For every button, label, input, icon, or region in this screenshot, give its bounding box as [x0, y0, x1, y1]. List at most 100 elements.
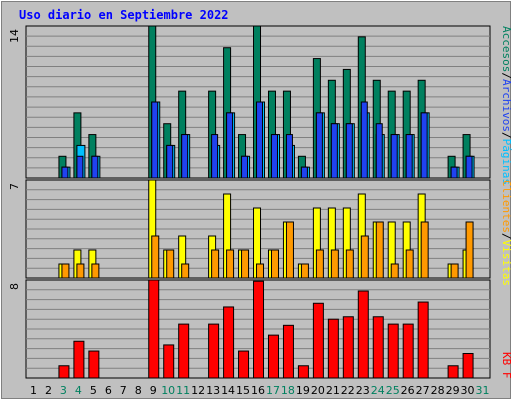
bar-pginas-day-20	[315, 112, 323, 179]
bar-clientes-day-17	[270, 249, 279, 279]
bar-kbf-day-16	[253, 280, 265, 379]
bar-kbf-day-24	[372, 316, 384, 379]
bar-kbf-day-27	[417, 301, 429, 379]
bar-pginas-day-29	[450, 166, 458, 179]
x-tick-label: 18	[281, 384, 295, 397]
bar-kbf-day-22	[342, 316, 354, 379]
bar-kbf-day-18	[282, 324, 294, 379]
bar-clientes-day-21	[330, 249, 339, 279]
bar-clientes-day-30	[465, 221, 474, 279]
bar-kbf-day-11	[178, 323, 190, 379]
bar-clientes-day-20	[315, 249, 324, 279]
legend-entry: KB F	[500, 352, 512, 379]
bar-pginas-day-24	[375, 123, 383, 179]
panel-hits: 14	[8, 25, 491, 179]
bar-kbf-day-14	[223, 306, 235, 379]
bar-pginas-day-19	[300, 166, 308, 179]
bar-clientes-day-25	[390, 263, 399, 279]
y-max-label: 8	[8, 283, 21, 290]
legend-entry: /	[500, 132, 512, 139]
x-tick-label: 20	[311, 384, 325, 397]
bar-kbf-day-26	[402, 323, 414, 379]
x-tick-label: 8	[135, 384, 142, 397]
x-tick-label: 25	[386, 384, 400, 397]
legend-entry: Clientes	[500, 180, 512, 233]
x-tick-label: 5	[90, 384, 97, 397]
bar-pginas-day-27	[420, 112, 428, 179]
bar-clientes-day-29	[450, 263, 459, 279]
legend-entry: Visitas	[500, 240, 512, 286]
chart-title: Uso diario en Septiembre 2022	[19, 8, 229, 22]
bar-pginas-day-16	[256, 101, 264, 179]
legend-entry: /	[500, 233, 512, 240]
x-tick-label: 31	[476, 384, 490, 397]
bar-kbf-day-29	[447, 365, 459, 379]
x-tick-label: 17	[266, 384, 280, 397]
x-tick-label: 3	[60, 384, 67, 397]
bar-pginas-day-5	[91, 155, 99, 179]
bar-clientes-day-16	[256, 263, 265, 279]
bar-clientes-day-24	[375, 221, 384, 279]
x-tick-label: 6	[105, 384, 112, 397]
bar-pginas-day-21	[330, 123, 338, 179]
bar-kbf-day-21	[327, 318, 339, 379]
x-tick-label: 2	[45, 384, 52, 397]
x-tick-label: 26	[401, 384, 415, 397]
bar-pginas-day-22	[345, 123, 353, 179]
y-max-label: 14	[8, 29, 21, 43]
bar-pginas-day-23	[360, 101, 368, 179]
bar-pginas-day-13	[211, 134, 219, 179]
x-tick-label: 13	[206, 384, 220, 397]
bar-kbf-day-25	[387, 323, 399, 379]
bar-pginas-day-14	[226, 112, 234, 179]
bar-clientes-day-18	[285, 221, 294, 279]
x-tick-label: 27	[416, 384, 430, 397]
x-tick-label: 30	[461, 384, 475, 397]
x-tick-label: 21	[326, 384, 340, 397]
bar-kbf-day-9	[148, 279, 160, 379]
x-tick-label: 24	[371, 384, 385, 397]
x-tick-label: 22	[341, 384, 355, 397]
bar-clientes-day-10	[166, 249, 175, 279]
bar-clientes-day-23	[360, 235, 369, 279]
legend-entry: /	[500, 72, 512, 79]
bar-kbf-day-3	[58, 365, 70, 379]
bar-pginas-day-26	[405, 134, 413, 179]
panel-visits: 7	[8, 179, 491, 279]
x-tick-label: 15	[236, 384, 250, 397]
panel-kb: 8	[8, 279, 491, 379]
bar-pginas-day-30	[465, 155, 473, 179]
bar-pginas-day-25	[390, 134, 398, 179]
bar-clientes-day-9	[151, 235, 160, 279]
bar-pginas-day-18	[285, 134, 293, 179]
x-tick-label: 29	[446, 384, 460, 397]
series-legend-hits: Accesos/Archivos/Páginas	[500, 26, 512, 185]
x-tick-label: 11	[176, 384, 190, 397]
bar-clientes-day-13	[211, 249, 220, 279]
y-max-label: 7	[8, 183, 21, 190]
series-legend-visits: Clientes/Visitas	[500, 180, 512, 286]
x-tick-label: 12	[191, 384, 205, 397]
bar-kbf-day-23	[357, 290, 369, 379]
x-tick-label: 1	[30, 384, 37, 397]
bar-clientes-day-15	[241, 249, 250, 279]
x-tick-label: 28	[431, 384, 445, 397]
x-tick-label: 19	[296, 384, 310, 397]
bar-clientes-day-22	[345, 249, 354, 279]
x-tick-label: 7	[120, 384, 127, 397]
bar-pginas-day-4	[76, 155, 84, 179]
bar-clientes-day-11	[181, 263, 190, 279]
x-tick-label: 14	[221, 384, 235, 397]
bar-clientes-day-14	[226, 249, 235, 279]
series-legend-kb: KB F	[500, 352, 512, 379]
bar-pginas-day-10	[166, 144, 174, 179]
bar-clientes-day-4	[76, 263, 85, 279]
bar-pginas-day-11	[181, 134, 189, 179]
bar-kbf-day-10	[163, 344, 175, 379]
bar-kbf-day-19	[297, 365, 309, 379]
x-tick-label: 10	[161, 384, 175, 397]
legend-entry: Accesos	[500, 26, 512, 72]
bar-pginas-day-3	[61, 166, 69, 179]
bar-kbf-day-5	[88, 350, 100, 379]
